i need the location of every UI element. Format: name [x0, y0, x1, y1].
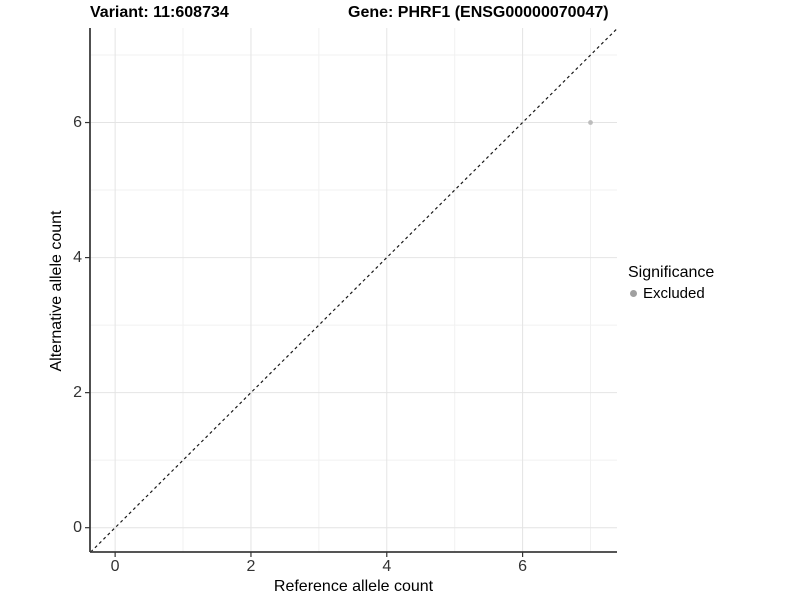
y-axis-label: Alternative allele count — [48, 210, 65, 372]
legend-item-label: Excluded — [643, 285, 705, 302]
legend-point-icon — [630, 290, 637, 297]
legend-title: Significance — [628, 264, 715, 281]
y-tick-label: 2 — [73, 383, 82, 401]
x-axis-label: Reference allele count — [273, 578, 434, 595]
y-tick-label: 6 — [73, 113, 82, 131]
legend-item-excluded: Excluded — [628, 285, 714, 302]
gene-title: Gene: PHRF1 (ENSG00000070047) — [348, 4, 609, 21]
x-tick-label: 2 — [246, 558, 256, 575]
data-point — [588, 120, 593, 125]
y-tick-label: 4 — [73, 248, 82, 266]
x-tick-label: 6 — [518, 558, 528, 575]
legend: Significance Excluded — [628, 264, 714, 302]
variant-title: Variant: 11:608734 — [90, 4, 229, 21]
identity-reference-line — [90, 28, 618, 553]
x-tick-label: 4 — [382, 558, 392, 575]
x-tick-label: 0 — [110, 558, 120, 575]
y-tick-label: 0 — [73, 518, 82, 536]
